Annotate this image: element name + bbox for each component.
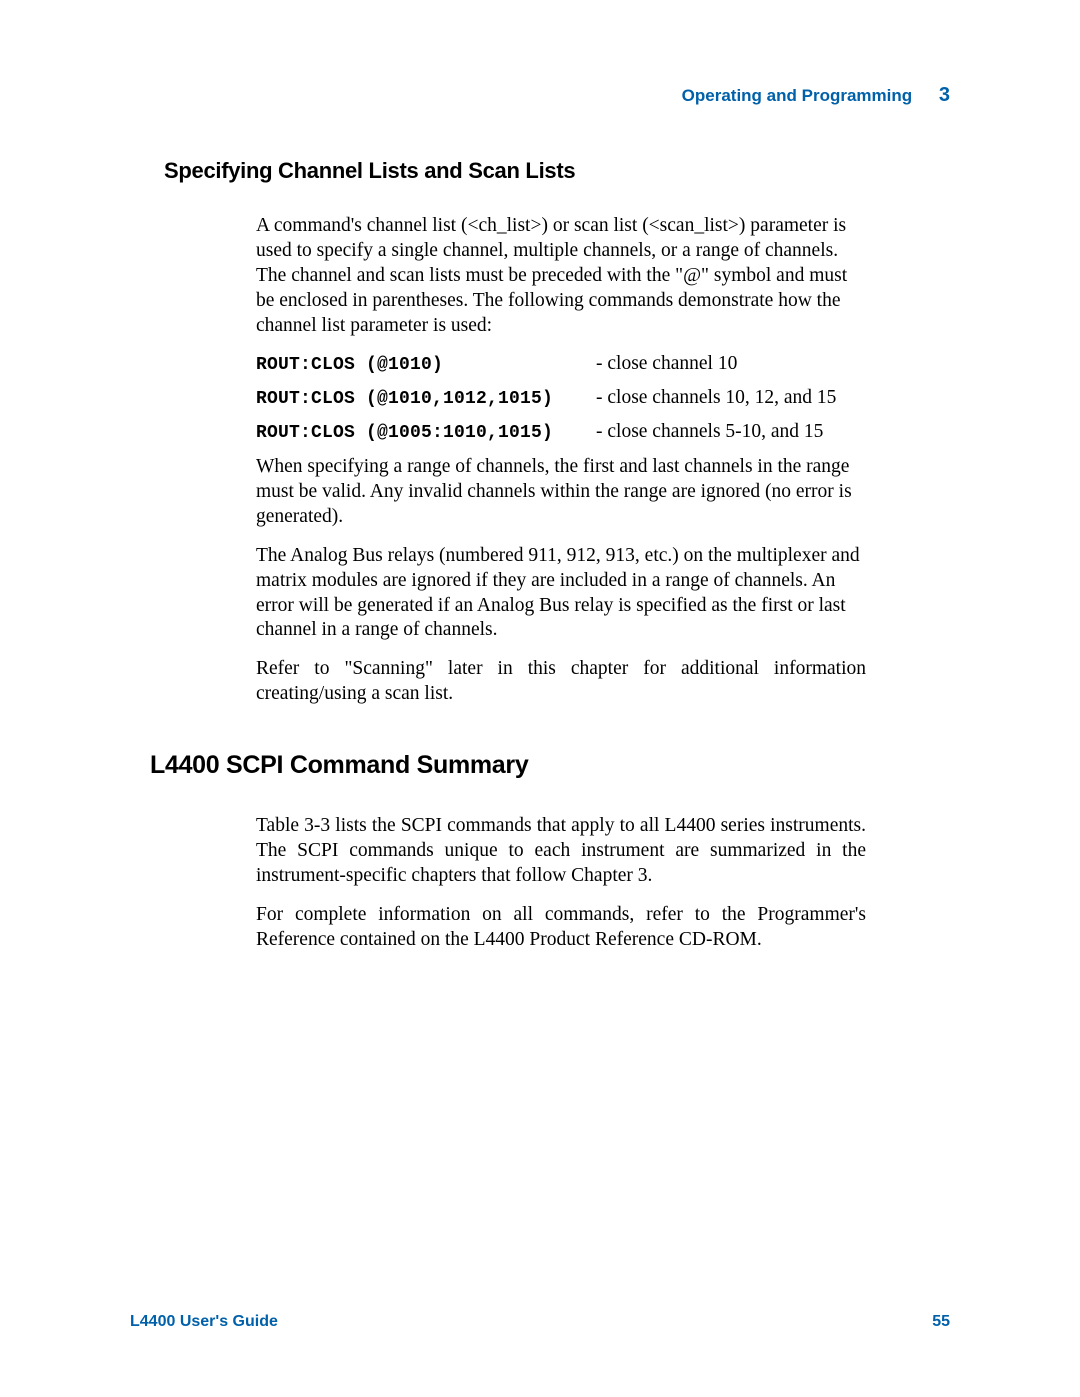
section2-body: Table 3-3 lists the SCPI commands that a… bbox=[256, 814, 866, 953]
header-chapter-number: 3 bbox=[939, 84, 950, 106]
body-paragraph: Table 3-3 lists the SCPI commands that a… bbox=[256, 814, 866, 889]
section1-body: A command's channel list (<ch_list>) or … bbox=[256, 214, 866, 707]
body-paragraph: For complete information on all commands… bbox=[256, 903, 866, 953]
command-code: ROUT:CLOS (@1010) bbox=[256, 355, 596, 375]
command-examples-table: ROUT:CLOS (@1010) - close channel 10 ROU… bbox=[256, 353, 866, 443]
command-description: - close channel 10 bbox=[596, 353, 737, 375]
running-header: Operating and Programming 3 bbox=[682, 84, 950, 107]
page-footer: L4400 User's Guide 55 bbox=[130, 1313, 950, 1331]
body-paragraph: The Analog Bus relays (numbered 911, 912… bbox=[256, 544, 866, 644]
header-section-title: Operating and Programming bbox=[682, 86, 912, 105]
subsection-heading: Specifying Channel Lists and Scan Lists bbox=[164, 158, 954, 184]
page-content: Specifying Channel Lists and Scan Lists … bbox=[164, 158, 954, 967]
command-code: ROUT:CLOS (@1010,1012,1015) bbox=[256, 389, 596, 409]
command-row: ROUT:CLOS (@1005:1010,1015) - close chan… bbox=[256, 421, 866, 443]
command-description: - close channels 5-10, and 15 bbox=[596, 421, 823, 443]
command-row: ROUT:CLOS (@1010,1012,1015) - close chan… bbox=[256, 387, 866, 409]
command-code: ROUT:CLOS (@1005:1010,1015) bbox=[256, 423, 596, 443]
body-paragraph: Refer to "Scanning" later in this chapte… bbox=[256, 657, 866, 707]
command-description: - close channels 10, 12, and 15 bbox=[596, 387, 836, 409]
section-heading: L4400 SCPI Command Summary bbox=[150, 751, 954, 780]
document-page: Operating and Programming 3 Specifying C… bbox=[0, 0, 1080, 1397]
footer-page-number: 55 bbox=[932, 1313, 950, 1331]
command-row: ROUT:CLOS (@1010) - close channel 10 bbox=[256, 353, 866, 375]
body-paragraph: When specifying a range of channels, the… bbox=[256, 455, 866, 530]
intro-paragraph: A command's channel list (<ch_list>) or … bbox=[256, 214, 866, 339]
footer-guide-title: L4400 User's Guide bbox=[130, 1313, 278, 1331]
